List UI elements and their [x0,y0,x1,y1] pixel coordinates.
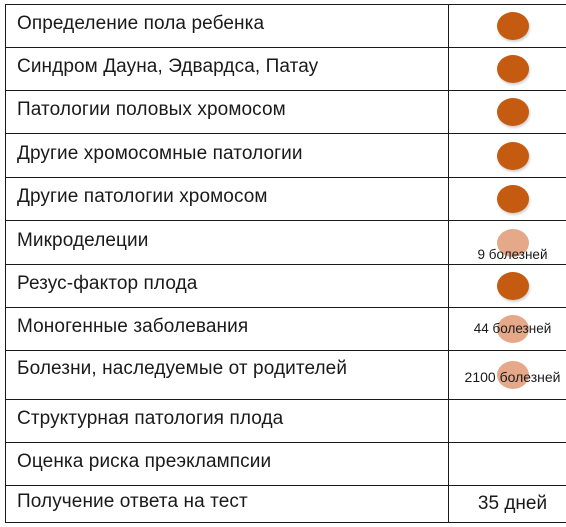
availability-cell: 2100 болезней [448,350,566,400]
availability-cell [448,90,566,134]
row-label: Болезни, наследуемые от родителей [5,350,449,400]
availability-cell [448,177,566,221]
availability-cell: 44 болезней [448,307,566,351]
table-row: Другие хромосомные патологии [5,133,566,178]
availability-cell [448,133,566,178]
row-label: Синдром Дауна, Эдвардса, Патау [5,47,449,91]
availability-cell [448,47,566,91]
table-row: Резус-фактор плода [5,264,566,308]
partial-dot [496,228,529,257]
available-dot [496,272,529,300]
availability-cell [448,4,566,48]
row-label: Структурная патология плода [5,399,449,443]
available-dot [496,185,529,213]
table-row: Микроделеции 9 болезней [5,220,566,265]
row-label: Другие патологии хромосом [5,177,449,221]
table-row: Определение пола ребенка [5,4,566,48]
availability-cell [448,399,566,443]
available-dot [496,55,529,83]
table-row: Моногенные заболевания 44 болезней [5,307,566,351]
table-row: Оценка риска преэклампсии [5,442,566,486]
result-time-value: 35 дней [477,493,548,514]
availability-cell [448,442,566,486]
table-row: Другие патологии хромосом [5,177,566,221]
table-row: Патологии половых хромосом [5,90,566,134]
available-dot [496,141,529,170]
partial-dot [496,361,529,389]
table-row: Синдром Дауна, Эдвардса, Патау [5,47,566,91]
table-row: Структурная патология плода [5,399,566,443]
row-label: Получение ответа на тест [5,485,449,523]
availability-cell [448,264,566,308]
row-label: Резус-фактор плода [5,264,449,308]
table-row: Получение ответа на тест 35 дней [5,485,566,523]
result-time-cell: 35 дней [448,485,566,523]
table-row: Болезни, наследуемые от родителей 2100 б… [5,350,566,400]
disease-count-note: 9 болезней [477,246,548,262]
partial-dot [496,315,529,343]
row-label: Другие хромосомные патологии [5,133,449,178]
row-label: Моногенные заболевания [5,307,449,351]
availability-cell: 9 болезней [448,220,566,265]
disease-count-note: 44 болезней [473,321,552,336]
feature-comparison-table: Определение пола ребенка Синдром Дауна, … [5,4,566,523]
row-label: Оценка риска преэклампсии [5,442,449,486]
available-dot [496,12,529,40]
available-dot [496,98,529,126]
row-label: Патологии половых хромосом [5,90,449,134]
row-label: Микроделеции [5,220,449,265]
disease-count-note: 2100 болезней [464,369,561,385]
row-label: Определение пола ребенка [5,4,449,48]
